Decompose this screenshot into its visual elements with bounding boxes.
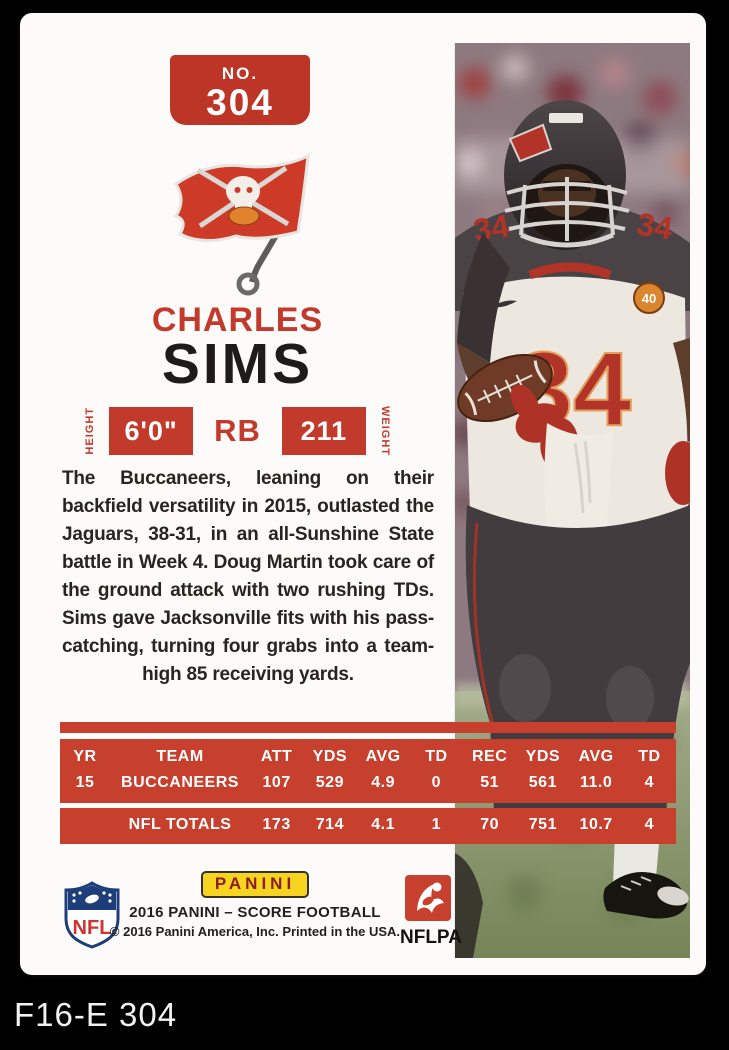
nfl-shield-icon: NFL — [64, 881, 120, 949]
branding-footer: NFL PANINI 2016 PANINI – SCORE FOOTBALL … — [20, 868, 462, 968]
anniversary-patch: 40 — [642, 291, 656, 306]
stats-header-cell: ATT — [260, 748, 293, 765]
stats-cell: 107 — [262, 774, 291, 791]
stats-top-stripe — [60, 722, 676, 733]
stats-table: YR TEAM ATT YDS AVG TD REC YDS AVG TD 15… — [60, 722, 676, 844]
stats-cell: 4.1 — [371, 816, 395, 833]
stats-cell: 10.7 — [579, 816, 613, 833]
player-last-name: SIMS — [161, 332, 314, 396]
stats-cell: 0 — [431, 774, 442, 791]
stats-cell: 561 — [528, 774, 557, 791]
stats-main-block: YR TEAM ATT YDS AVG TD REC YDS AVG TD 15… — [60, 739, 676, 803]
stats-header-row: YR TEAM ATT YDS AVG TD REC YDS AVG TD — [60, 744, 676, 770]
stats-header-cell: REC — [471, 748, 508, 765]
buccaneers-flag-icon — [173, 153, 310, 296]
stats-header-cell: TD — [425, 748, 448, 765]
stats-cell: BUCCANEERS — [121, 774, 239, 791]
trading-card-back: NO. 304 CHARLES SIMS HEIGHT 6'0" RB 211 … — [20, 13, 706, 975]
stats-totals-label: NFL TOTALS — [128, 816, 232, 833]
card-number-label: NO. — [221, 64, 259, 83]
product-line: 2016 PANINI – SCORE FOOTBALL — [129, 904, 381, 921]
height-value: 6'0" — [109, 407, 194, 455]
stats-header-cell: TD — [638, 748, 661, 765]
stats-cell: 4.9 — [371, 774, 395, 791]
nflpa-block: NFLPA — [400, 875, 462, 949]
stats-cell: 15 — [75, 774, 95, 791]
stats-cell: 529 — [315, 774, 344, 791]
stats-data-row: 15 BUCCANEERS 107 529 4.9 0 51 561 11.0 … — [60, 770, 676, 796]
stats-cell: 4 — [644, 774, 655, 791]
stats-header-cell: YR — [73, 748, 97, 765]
card-number-badge: NO. 304 — [170, 55, 310, 125]
height-label: HEIGHT — [84, 407, 97, 455]
weight-label: WEIGHT — [378, 406, 391, 456]
player-first-name: CHARLES — [151, 301, 324, 339]
stats-header-cell: AVG — [365, 748, 401, 765]
stats-totals-row: NFL TOTALS 173 714 4.1 1 70 751 10.7 4 — [60, 812, 676, 838]
stats-header-cell: AVG — [578, 748, 614, 765]
shoulder-number-right: 34 — [634, 206, 675, 247]
panini-credits: PANINI 2016 PANINI – SCORE FOOTBALL © 20… — [55, 871, 455, 939]
weight-value: 211 — [281, 407, 366, 455]
stats-cell: 70 — [480, 816, 500, 833]
stats-header-cell: TEAM — [156, 748, 204, 765]
shoulder-number-left: 34 — [471, 208, 512, 249]
stats-cell: 51 — [480, 774, 500, 791]
player-bio-text: The Buccaneers, leaning on their backfie… — [62, 468, 434, 685]
player-vitals: HEIGHT 6'0" RB 211 WEIGHT — [20, 405, 455, 457]
card-code-label: F16-E 304 — [14, 996, 178, 1033]
stats-cell: 714 — [315, 816, 344, 833]
stats-totals-block: NFL TOTALS 173 714 4.1 1 70 751 10.7 4 — [60, 808, 676, 844]
stats-cell: 1 — [431, 816, 442, 833]
panini-logo: PANINI — [200, 871, 310, 898]
stats-cell: 11.0 — [579, 774, 613, 791]
stats-cell: 173 — [262, 816, 291, 833]
card-number-value: 304 — [206, 82, 274, 123]
stats-cell: 751 — [528, 816, 557, 833]
position-value: RB — [214, 413, 261, 448]
stats-header-cell: YDS — [312, 748, 348, 765]
copyright-line: © 2016 Panini America, Inc. Printed in t… — [109, 924, 401, 939]
nfl-logo-text: NFL — [73, 917, 112, 939]
nflpa-icon — [405, 875, 451, 921]
nflpa-logo-text: NFLPA — [400, 927, 462, 948]
stats-header-cell: YDS — [525, 748, 561, 765]
stats-cell: 4 — [644, 816, 655, 833]
